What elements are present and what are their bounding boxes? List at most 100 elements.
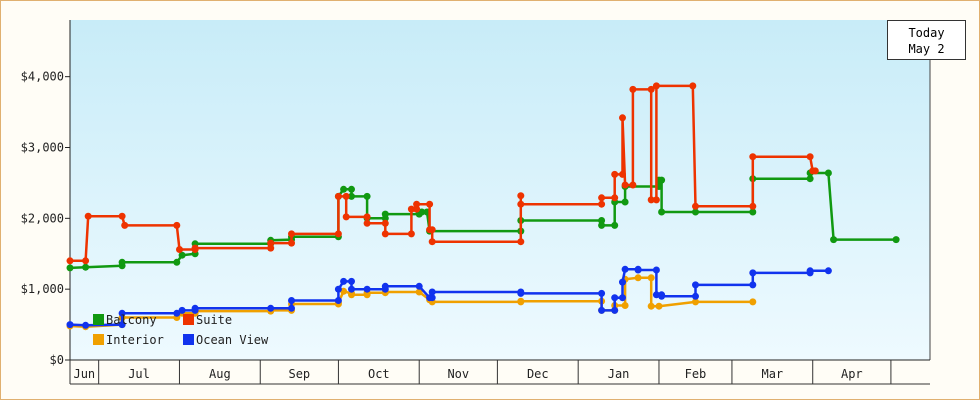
data-point-balcony — [611, 221, 619, 229]
data-point-suite — [334, 192, 342, 200]
data-point-suite — [611, 194, 619, 202]
data-point-suite — [121, 221, 129, 229]
data-point-interior — [415, 288, 423, 296]
legend-label-interior: Interior — [106, 333, 164, 347]
data-point-suite — [407, 205, 415, 213]
data-point-suite — [629, 85, 637, 93]
series-balcony — [66, 169, 900, 272]
data-point-suite — [517, 238, 525, 246]
data-point-suite — [288, 230, 295, 238]
data-point-balcony — [66, 264, 74, 272]
month-label: Oct — [368, 367, 390, 381]
y-tick-label: $0 — [50, 353, 64, 367]
month-label: Nov — [447, 367, 469, 381]
data-point-suite — [689, 82, 697, 90]
data-point-ocean-view — [749, 269, 757, 277]
legend-swatch-interior — [93, 334, 104, 345]
data-point-balcony — [118, 258, 126, 266]
data-point-suite — [629, 181, 637, 189]
data-point-ocean-view — [428, 288, 436, 296]
data-point-interior — [655, 302, 663, 310]
data-point-interior — [647, 302, 655, 310]
y-tick-label: $4,000 — [21, 70, 64, 84]
data-point-ocean-view — [348, 285, 355, 293]
data-point-ocean-view — [118, 309, 126, 317]
data-point-suite — [363, 219, 371, 227]
data-point-suite — [84, 212, 92, 220]
data-point-balcony — [418, 208, 426, 216]
data-point-ocean-view — [634, 266, 642, 274]
data-point-ocean-view — [288, 297, 295, 304]
data-point-suite — [191, 244, 199, 252]
data-point-suite — [334, 230, 342, 238]
data-point-ocean-view — [363, 285, 371, 293]
data-point-suite — [611, 170, 619, 178]
data-point-suite — [621, 181, 629, 189]
today-label: Today — [908, 26, 945, 40]
data-point-suite — [118, 212, 126, 220]
data-point-ocean-view — [178, 306, 186, 314]
data-point-suite — [652, 82, 660, 90]
data-point-suite — [267, 239, 275, 247]
data-point-ocean-view — [348, 277, 355, 285]
data-point-suite — [619, 170, 626, 178]
data-point-suite — [692, 202, 699, 210]
y-tick-label: $2,000 — [21, 211, 64, 225]
data-point-balcony — [830, 236, 838, 244]
series-ocean-view — [66, 265, 832, 329]
data-point-ocean-view — [806, 267, 814, 275]
data-point-suite — [619, 114, 626, 122]
data-point-suite — [749, 153, 757, 161]
data-point-interior — [621, 302, 629, 309]
data-point-ocean-view — [82, 321, 90, 329]
data-point-suite — [342, 213, 350, 221]
data-point-suite — [173, 221, 181, 229]
data-point-ocean-view — [611, 294, 619, 302]
y-tick-label: $3,000 — [21, 141, 64, 155]
data-point-ocean-view — [267, 304, 275, 312]
data-point-interior — [348, 291, 355, 299]
today-date: May 2 — [908, 42, 945, 56]
data-point-balcony — [381, 210, 389, 218]
data-point-suite — [647, 85, 655, 93]
data-point-ocean-view — [173, 309, 181, 317]
data-point-balcony — [340, 185, 348, 193]
month-label: Sep — [288, 367, 310, 381]
data-point-balcony — [82, 263, 90, 271]
data-point-ocean-view — [428, 294, 436, 302]
data-point-suite — [413, 205, 421, 213]
data-point-ocean-view — [288, 304, 295, 312]
data-point-suite — [407, 230, 415, 238]
data-point-ocean-view — [340, 277, 348, 285]
data-point-suite — [66, 257, 74, 265]
data-point-suite — [176, 246, 183, 253]
data-point-balcony — [173, 258, 181, 266]
data-point-ocean-view — [598, 289, 606, 297]
month-label: Feb — [685, 367, 707, 381]
data-point-ocean-view — [692, 292, 699, 300]
data-point-interior — [647, 274, 655, 282]
legend-swatch-balcony — [93, 314, 104, 325]
legend-label-balcony: Balcony — [106, 313, 157, 327]
data-point-balcony — [598, 217, 606, 224]
y-tick-label: $1,000 — [21, 282, 64, 296]
data-point-ocean-view — [191, 304, 199, 312]
data-point-ocean-view — [749, 281, 757, 289]
data-point-ocean-view — [621, 265, 629, 273]
data-point-balcony — [892, 236, 900, 244]
data-point-balcony — [658, 176, 666, 184]
month-label: Jun — [73, 367, 95, 381]
data-point-balcony — [658, 208, 666, 216]
data-point-ocean-view — [334, 285, 342, 293]
data-point-suite — [598, 200, 606, 208]
data-point-suite — [363, 213, 371, 221]
data-point-balcony — [348, 192, 355, 200]
data-point-suite — [517, 192, 525, 200]
data-point-suite — [413, 200, 421, 208]
legend-swatch-suite — [183, 314, 194, 325]
data-point-interior — [517, 297, 525, 305]
data-point-ocean-view — [824, 267, 832, 275]
data-point-ocean-view — [652, 266, 660, 274]
data-point-ocean-view — [381, 282, 389, 290]
